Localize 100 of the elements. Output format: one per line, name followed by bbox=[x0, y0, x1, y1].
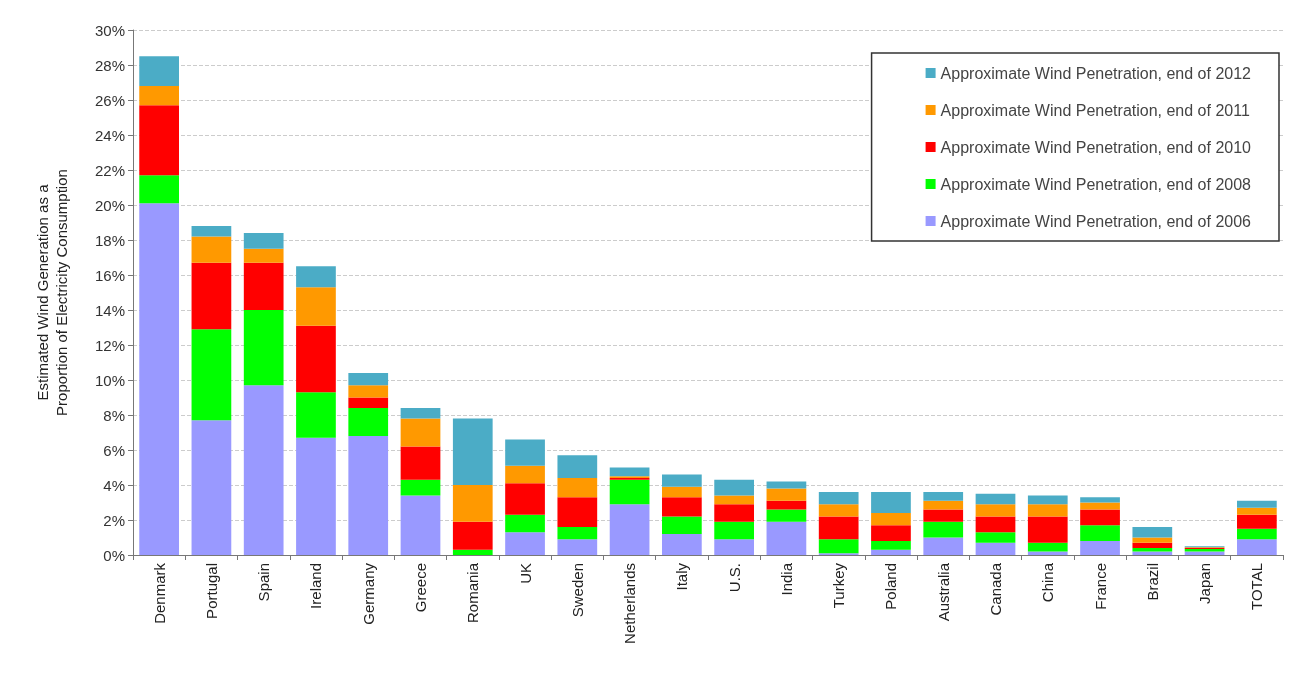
bar bbox=[1132, 542, 1173, 548]
bar bbox=[400, 479, 441, 496]
bar bbox=[1080, 541, 1120, 555]
bar bbox=[923, 537, 964, 555]
x-tick-label: Netherlands bbox=[621, 563, 639, 644]
bar bbox=[975, 542, 1016, 555]
bar bbox=[191, 420, 232, 555]
x-tick-label: TOTAL bbox=[1248, 563, 1266, 610]
x-tick-label: Romania bbox=[464, 562, 482, 624]
x-tick-label: Denmark bbox=[150, 562, 168, 624]
bar bbox=[296, 437, 336, 555]
bar bbox=[348, 373, 389, 386]
bar bbox=[505, 514, 545, 533]
bar bbox=[400, 408, 441, 419]
bar bbox=[1132, 527, 1173, 538]
x-tick-label: U.S. bbox=[725, 563, 743, 593]
y-tick-label: 14% bbox=[94, 301, 125, 319]
x-tick-label: Poland bbox=[882, 563, 900, 610]
bar bbox=[714, 495, 754, 505]
bar bbox=[139, 86, 179, 106]
bar bbox=[1080, 525, 1120, 541]
bar bbox=[139, 175, 179, 204]
bar bbox=[609, 467, 650, 477]
y-tick-label: 12% bbox=[94, 336, 125, 354]
bar bbox=[766, 509, 807, 522]
bar bbox=[505, 439, 545, 466]
bar bbox=[505, 532, 545, 555]
bar bbox=[1027, 516, 1068, 543]
bar bbox=[243, 248, 284, 263]
bar bbox=[923, 521, 964, 538]
bar bbox=[296, 266, 336, 288]
bar bbox=[871, 525, 911, 541]
x-tick-label: India bbox=[777, 562, 795, 596]
legend-label: Approximate Wind Penetration, end of 2012 bbox=[940, 64, 1252, 82]
bar bbox=[296, 325, 336, 393]
bar bbox=[766, 481, 807, 489]
y-tick-label: 18% bbox=[94, 231, 125, 249]
bar bbox=[139, 56, 179, 86]
bar bbox=[975, 516, 1016, 533]
bar bbox=[818, 539, 859, 554]
y-tick-label: 24% bbox=[94, 126, 125, 144]
y-tick-label: 22% bbox=[94, 161, 125, 179]
bar bbox=[191, 226, 232, 237]
bar bbox=[1132, 537, 1173, 543]
bar bbox=[139, 105, 179, 176]
bar bbox=[1237, 507, 1277, 515]
x-tick-label: Germany bbox=[359, 562, 377, 625]
bar bbox=[871, 541, 911, 550]
bar bbox=[1027, 542, 1068, 552]
bar bbox=[818, 504, 859, 517]
y-tick-label: 28% bbox=[94, 56, 125, 74]
bar bbox=[662, 474, 702, 487]
y-tick-label: 26% bbox=[94, 91, 125, 109]
y-tick-label: 16% bbox=[94, 266, 125, 284]
bar bbox=[714, 479, 754, 496]
bar bbox=[191, 329, 232, 421]
x-tick-label: Ireland bbox=[307, 563, 325, 609]
bar bbox=[243, 310, 284, 386]
bar bbox=[1237, 500, 1277, 508]
bar bbox=[1237, 528, 1277, 540]
y-tick-label: 6% bbox=[103, 441, 125, 459]
y-tick-label: 2% bbox=[103, 511, 125, 529]
bar bbox=[609, 504, 650, 555]
bar bbox=[243, 262, 284, 310]
bar bbox=[766, 500, 807, 510]
bar bbox=[818, 516, 859, 540]
x-tick-label: Sweden bbox=[568, 563, 586, 618]
bar bbox=[1237, 514, 1277, 529]
bar bbox=[871, 513, 911, 526]
x-tick-label: UK bbox=[516, 563, 534, 584]
bar bbox=[557, 455, 598, 478]
bar bbox=[766, 488, 807, 501]
x-tick-label: China bbox=[1039, 562, 1057, 603]
bar bbox=[923, 492, 964, 501]
bar bbox=[662, 486, 702, 498]
bar bbox=[714, 521, 754, 540]
x-tick-label: Brazil bbox=[1143, 563, 1161, 601]
y-tick-label: 30% bbox=[94, 21, 125, 39]
bar bbox=[1080, 497, 1120, 503]
bar bbox=[871, 492, 911, 513]
bar bbox=[818, 492, 859, 505]
bar bbox=[452, 485, 493, 522]
x-tick-label: Portugal bbox=[202, 563, 220, 619]
y-axis-title: Estimated Wind Generation as a Proportion of Electricity Consumption bbox=[34, 169, 70, 416]
bar bbox=[400, 495, 441, 555]
x-tick-label: Spain bbox=[255, 563, 273, 602]
bar bbox=[1080, 509, 1120, 526]
bar bbox=[348, 385, 389, 398]
bar bbox=[191, 262, 232, 330]
x-tick-label: Canada bbox=[987, 562, 1004, 616]
bar bbox=[662, 497, 702, 517]
bar bbox=[975, 504, 1016, 517]
bar bbox=[975, 493, 1016, 505]
bar bbox=[714, 539, 754, 555]
bar bbox=[505, 465, 545, 484]
bar bbox=[557, 478, 598, 498]
bar bbox=[348, 408, 389, 436]
legend-label: Approximate Wind Penetration, end of 2008 bbox=[940, 175, 1252, 193]
bar bbox=[662, 534, 702, 555]
legend-label: Approximate Wind Penetration, end of 2006 bbox=[940, 212, 1252, 230]
